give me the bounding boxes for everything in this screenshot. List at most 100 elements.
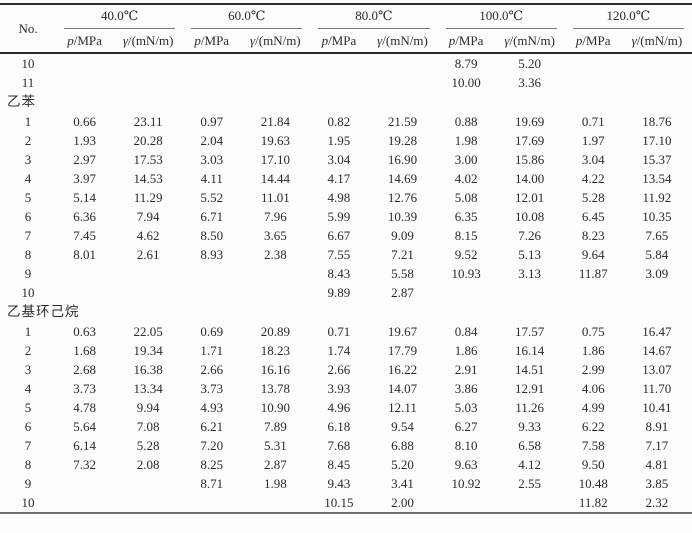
table-row: 3 2.97 17.53 3.03 17.10 3.04 16.90 3.00 15.86 3.0…	[0, 150, 692, 169]
row-number: 3	[24, 362, 32, 377]
tension-value: 10.39	[387, 209, 418, 224]
tension-value: 16.14	[515, 343, 545, 358]
row-number: 7	[24, 438, 32, 453]
section-row: 乙苯	[0, 92, 692, 112]
pressure-value: 1.98	[454, 133, 478, 148]
tension-value: 16.22	[387, 362, 418, 377]
tension-value: 5.28	[136, 438, 160, 453]
pressure-value: 0.84	[454, 324, 478, 339]
table-row: 10 9.89 2.87	[0, 283, 692, 302]
pressure-value: 3.86	[454, 381, 478, 396]
tension-column-header: γ/(mN/m)	[113, 29, 184, 54]
tension-value: 7.17	[645, 438, 669, 453]
pressure-value: 9.52	[454, 247, 478, 262]
pressure-value: 0.88	[454, 114, 478, 129]
pressure-value: 5.99	[327, 209, 351, 224]
tension-value: 7.89	[263, 419, 287, 434]
pressure-value: 5.52	[200, 190, 224, 205]
pressure-value	[438, 493, 495, 513]
tension-value: 6.88	[391, 438, 414, 453]
tension-value: 19.69	[515, 114, 545, 129]
tension-value	[113, 493, 183, 513]
row-number: 7	[24, 228, 32, 243]
tension-value	[113, 474, 183, 493]
pressure-value: 1.93	[73, 133, 96, 148]
pressure-value: 5.28	[581, 190, 605, 205]
tension-value: 2.55	[518, 476, 542, 491]
tension-value: 23.11	[133, 114, 163, 129]
pressure-value: 7.58	[581, 438, 605, 453]
pressure-value: 0.69	[200, 324, 224, 339]
table-row: 2 1.68 19.34 1.71 18.23 1.74 17.79 1.86 16.14 1.8…	[0, 341, 692, 360]
temp-label: 60.0℃	[191, 5, 303, 29]
tension-value: 12.76	[387, 190, 418, 205]
tension-value: 2.38	[263, 247, 287, 262]
pressure-value: 4.99	[581, 400, 605, 415]
tension-value: 13.54	[642, 171, 672, 186]
pressure-column-header: p/MPa	[56, 29, 114, 54]
pressure-value: 1.71	[200, 343, 224, 358]
pressure-value: 1.74	[327, 343, 351, 358]
temp-label: 80.0℃	[318, 5, 430, 29]
row-number: 5	[24, 400, 32, 415]
table-row: 8 8.01 2.61 8.93 2.38 7.55 7.21 9.52 5.13 9.64 5.8…	[0, 245, 692, 264]
tension-value: 16.38	[133, 362, 163, 377]
row-number: 11	[21, 75, 35, 90]
pressure-value: 7.32	[73, 457, 96, 472]
row-number: 8	[24, 247, 32, 262]
tension-value: 9.09	[391, 228, 414, 243]
tension-value	[113, 73, 183, 92]
pressure-value: 1.95	[327, 133, 351, 148]
pressure-value	[565, 73, 622, 92]
pressure-value: 10.93	[451, 266, 481, 281]
pressure-value: 4.11	[200, 171, 223, 186]
row-number: 4	[24, 171, 32, 186]
pressure-value: 10.48	[578, 476, 608, 491]
tension-value: 9.54	[391, 419, 414, 434]
pressure-value: 4.93	[200, 400, 224, 415]
pressure-value: 6.18	[327, 419, 351, 434]
tension-value: 11.29	[133, 190, 163, 205]
pressure-value: 2.66	[327, 362, 351, 377]
tension-value	[622, 283, 692, 302]
table-row: 2 1.93 20.28 2.04 19.63 1.95 19.28 1.98 17.69 1.9…	[0, 131, 692, 150]
pressure-value: 3.97	[73, 171, 96, 186]
tension-value	[622, 73, 692, 92]
measurement-table: No. 40.0℃ 60.0℃ 80.0℃ 100.0℃ 120.0℃ p/MP…	[0, 3, 692, 514]
tension-value	[495, 283, 565, 302]
section-label: 乙基环己烷	[7, 304, 80, 319]
tension-value: 13.07	[642, 362, 672, 377]
tension-column-header: γ/(mN/m)	[621, 29, 692, 54]
tension-value: 4.12	[518, 457, 542, 472]
pressure-value	[183, 53, 240, 73]
tension-value: 5.20	[518, 56, 542, 71]
table-row: 9 8.43 5.58 10.93 3.13 11.87 3.09	[0, 264, 692, 283]
pressure-value: 5.08	[454, 190, 478, 205]
pressure-value: 4.02	[454, 171, 478, 186]
pressure-value: 8.71	[200, 476, 224, 491]
pressure-value: 9.43	[327, 476, 351, 491]
tension-value: 2.00	[391, 495, 414, 510]
tension-value	[240, 493, 310, 513]
row-number: 6	[24, 209, 32, 224]
pressure-value: 8.45	[327, 457, 351, 472]
tension-value: 7.94	[136, 209, 160, 224]
tension-value: 19.28	[387, 133, 418, 148]
table-row: 5 5.14 11.29 5.52 11.01 4.98 12.76 5.08 12.01 5.2…	[0, 188, 692, 207]
pressure-value: 2.91	[454, 362, 478, 377]
tension-value: 3.85	[645, 476, 669, 491]
tension-value: 2.08	[136, 457, 160, 472]
pressure-value: 9.63	[454, 457, 478, 472]
tension-value	[240, 73, 310, 92]
pressure-value: 3.04	[581, 152, 605, 167]
pressure-value	[183, 283, 240, 302]
row-number: 6	[24, 419, 32, 434]
table-row: 1 0.66 23.11 0.97 21.84 0.82 21.59 0.88 19.69 0.7…	[0, 112, 692, 131]
pressure-value: 9.50	[581, 457, 605, 472]
pressure-value: 9.64	[581, 247, 605, 262]
pressure-value: 7.45	[73, 228, 96, 243]
tension-value: 3.09	[645, 266, 669, 281]
pressure-value: 2.97	[73, 152, 96, 167]
table-row: 11 10.00 3.36	[0, 73, 692, 92]
pressure-value	[56, 474, 113, 493]
